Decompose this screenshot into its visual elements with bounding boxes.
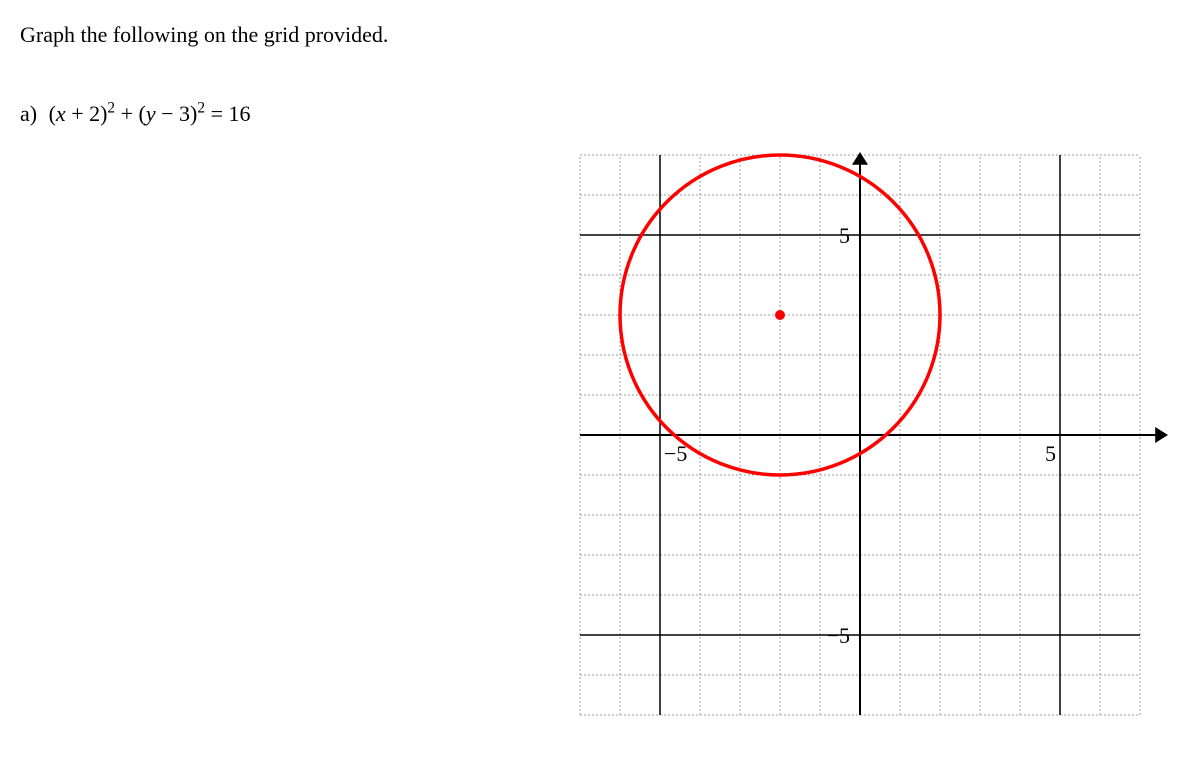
coordinate-grid-chart: −5 5 5 −5 xyxy=(550,150,1170,720)
chart-svg: −5 5 5 −5 xyxy=(550,150,1170,720)
equation-label: a) (x + 2)2 + (y − 3)2 = 16 xyxy=(20,100,250,127)
instruction-text: Graph the following on the grid provided… xyxy=(20,22,388,48)
y-tick-label: 5 xyxy=(839,223,850,248)
x-tick-label: 5 xyxy=(1045,441,1056,466)
equation-body: (x + 2)2 + (y − 3)2 = 16 xyxy=(49,101,251,126)
circle-center-point xyxy=(775,310,785,320)
x-tick-label: −5 xyxy=(664,441,687,466)
equation-part-label: a) xyxy=(20,101,43,126)
y-tick-label: −5 xyxy=(827,623,850,648)
